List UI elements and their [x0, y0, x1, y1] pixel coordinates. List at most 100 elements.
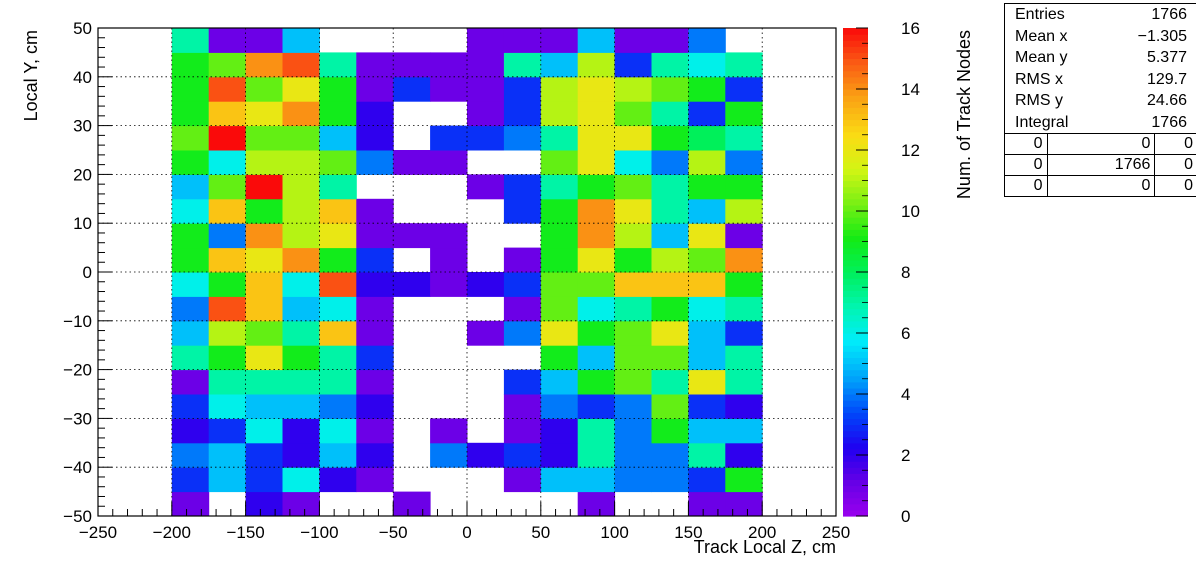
heatmap-cell	[282, 272, 320, 297]
heatmap-cell	[503, 101, 542, 127]
heatmap-cell	[725, 418, 763, 444]
palette-segment	[843, 406, 868, 413]
palette-segment	[843, 302, 868, 310]
heatmap-cell	[614, 467, 652, 493]
stats-row-mean-y: Mean y 5.377	[1005, 47, 1196, 69]
heatmap-cell	[577, 491, 616, 517]
heatmap-cell	[319, 247, 357, 273]
heatmap-cell	[356, 125, 394, 151]
palette-segment	[843, 467, 868, 474]
palette-segment	[843, 143, 868, 151]
heatmap-cell	[725, 125, 763, 151]
heatmap-cell	[725, 467, 763, 493]
palette-segment	[843, 345, 868, 352]
heatmap-cell	[282, 467, 320, 493]
heatmap-cell	[208, 320, 247, 346]
heatmap-cell	[503, 247, 542, 273]
heatmap-cell	[319, 296, 357, 322]
palette-segment	[843, 333, 868, 340]
heatmap-cell	[208, 101, 247, 127]
palette-segment	[843, 64, 868, 72]
heatmap-cell	[282, 442, 320, 468]
heatmap-cell	[725, 76, 763, 102]
y-tick-label: 20	[73, 165, 92, 184]
x-tick-label: −150	[226, 523, 264, 542]
heatmap-cell	[171, 125, 210, 151]
heatmap-cell	[171, 394, 210, 419]
palette-segment	[843, 412, 868, 419]
heatmap-cell	[540, 442, 579, 468]
stats-row-rms-x: RMS x 129.7	[1005, 69, 1196, 91]
heatmap-cell	[577, 174, 616, 200]
palette-tick-label: 0	[901, 507, 910, 526]
heatmap-cell	[651, 52, 689, 78]
heatmap-cell	[688, 52, 726, 78]
palette-segment	[843, 381, 868, 389]
palette-segment	[843, 259, 868, 267]
y-tick-label: 40	[73, 68, 92, 87]
palette-segment	[843, 82, 868, 90]
heatmap-cell	[208, 442, 247, 468]
heatmap-cell	[171, 467, 210, 493]
heatmap-cell	[467, 28, 505, 53]
heatmap-cell	[503, 296, 542, 322]
heatmap-cell	[540, 223, 579, 249]
heatmap-cell	[725, 296, 763, 322]
palette-segment	[843, 308, 868, 316]
heatmap-cell	[430, 247, 468, 273]
heatmap-cell	[540, 247, 579, 273]
heatmap-cell	[688, 467, 726, 493]
heatmap-cell	[319, 320, 357, 346]
palette-segment	[843, 363, 868, 371]
heatmap-cell	[430, 52, 468, 78]
heatmap-cell	[430, 418, 468, 444]
y-tick-label: 30	[73, 117, 92, 136]
heatmap-cell	[540, 76, 579, 102]
palette-tick-label: 16	[901, 19, 920, 38]
heatmap-cell	[540, 150, 579, 175]
stats-label: Entries	[1015, 6, 1065, 23]
heatmap-cells	[171, 28, 763, 517]
heatmap-cell	[356, 320, 394, 346]
palette-tick-label: 10	[901, 202, 920, 221]
palette-segment	[843, 137, 868, 145]
heatmap-cell	[467, 125, 505, 151]
heatmap-cell	[356, 272, 394, 297]
heatmap-cell	[356, 296, 394, 322]
heatmap-cell	[577, 150, 616, 175]
palette-segment	[843, 351, 868, 358]
heatmap-cell	[430, 272, 468, 297]
palette-segment	[843, 400, 868, 407]
heatmap-cell	[282, 394, 320, 419]
heatmap-cell	[245, 52, 283, 78]
heatmap-cell	[725, 320, 763, 346]
palette-segment	[843, 491, 868, 499]
palette-segment	[843, 442, 868, 450]
heatmap-cell	[688, 491, 726, 517]
x-tick-label: 200	[748, 523, 776, 542]
heatmap-cell	[171, 320, 210, 346]
heatmap-cell	[282, 369, 320, 395]
heatmap-cell	[725, 369, 763, 395]
heatmap-cell	[208, 174, 247, 200]
heatmap-cell	[540, 272, 579, 297]
heatmap-cell	[282, 76, 320, 102]
stats-grid-cell: 0	[1005, 133, 1048, 155]
y-tick-label: −30	[63, 409, 92, 428]
heatmap-cell	[282, 223, 320, 249]
heatmap-cell	[540, 320, 579, 346]
stats-value: −1.305	[1137, 27, 1187, 45]
heatmap-cell	[614, 369, 652, 395]
heatmap-cell	[540, 467, 579, 493]
stats-grid-cell: 0	[1005, 154, 1048, 176]
palette-segment	[843, 131, 868, 139]
heatmap-cell	[208, 467, 247, 493]
heatmap-cell	[467, 101, 505, 127]
heatmap-cell	[725, 52, 763, 78]
heatmap-cell	[725, 174, 763, 200]
palette-segment	[843, 101, 868, 108]
heatmap-cell	[282, 345, 320, 371]
palette-segment	[843, 436, 868, 444]
heatmap-cell	[651, 198, 689, 224]
stats-grid-cell: 0	[1154, 154, 1196, 176]
